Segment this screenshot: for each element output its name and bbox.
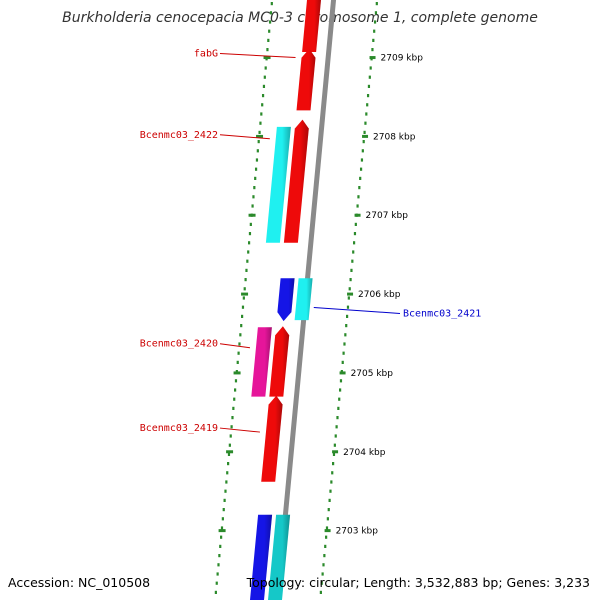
leader-line: [219, 427, 261, 433]
gene-label: Bcenmc03_2421: [403, 308, 481, 319]
gene-track: [250, 0, 321, 600]
gene-Bcenmc03_2422: [265, 126, 291, 243]
tick-label: 2705 kbp: [351, 369, 394, 379]
gene-label: Bcenmc03_2422: [140, 130, 218, 141]
ruler-dots: [214, 2, 378, 594]
gene-label: Bcenmc03_2420: [140, 339, 218, 350]
gene-label: fabG: [194, 49, 218, 60]
leader-line: [219, 134, 270, 140]
leader-line: [313, 306, 401, 314]
tick-label: 2708 kbp: [373, 132, 416, 142]
gene-blue-2421: [277, 278, 295, 322]
leader-line: [219, 53, 296, 59]
topology-text: Topology: circular; Length: 3,532,883 bp…: [246, 575, 590, 590]
tick-label: 2704 kbp: [343, 448, 386, 458]
accession-text: Accession: NC_010508: [8, 575, 151, 590]
gene-labels: fabG Bcenmc03_2422 Bcenmc03_2420 Bcenmc03_2…: [140, 49, 482, 435]
gene-red-2420: [269, 326, 290, 397]
map-title: Burkholderia cenocepacia MC0-3 chromosom…: [62, 10, 538, 26]
gene-blue-bottom: [250, 514, 273, 600]
tick-label: 2703 kbp: [336, 527, 379, 537]
tick-marks: 2709 kbp 2708 kbp 2707 kbp 2706 kbp 2705 kbp…: [218, 54, 424, 537]
tick-label: 2707 kbp: [366, 211, 409, 221]
gene-fabG: [296, 48, 316, 111]
tick-label: 2706 kbp: [358, 290, 401, 300]
gene-red-top: [302, 0, 321, 52]
tick-label: 2709 kbp: [381, 54, 424, 64]
gene-label: Bcenmc03_2419: [140, 423, 218, 434]
gene-teal-bottom: [268, 514, 291, 600]
gene-Bcenmc03_2419: [261, 395, 283, 482]
leader-line: [219, 343, 251, 349]
gene-Bcenmc03_2421: [294, 278, 313, 321]
gene-red-2422: [283, 119, 309, 243]
gene-Bcenmc03_2420: [251, 327, 272, 397]
